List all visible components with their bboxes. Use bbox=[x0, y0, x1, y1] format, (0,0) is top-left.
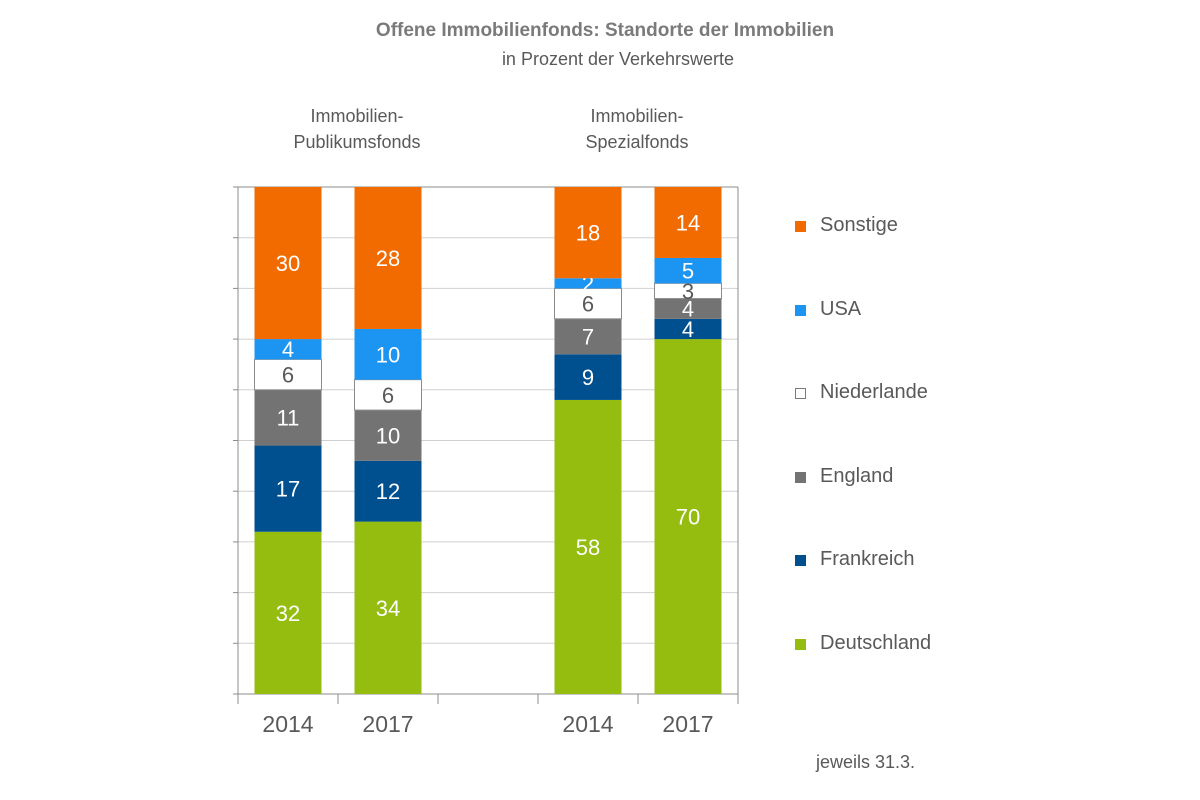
data-label: 34 bbox=[376, 596, 400, 621]
group-label-spezialfonds-text: Immobilien- Spezialfonds bbox=[585, 106, 689, 152]
bar-segment-deutschland bbox=[254, 531, 322, 694]
legend-swatch bbox=[795, 304, 806, 316]
x-tick-label: 2017 bbox=[362, 711, 413, 737]
legend-swatch bbox=[795, 555, 806, 567]
bar-segment-deutschland bbox=[554, 399, 622, 694]
x-tick-label: 2014 bbox=[562, 711, 613, 737]
legend-swatch bbox=[795, 388, 806, 400]
legend-label: Frankreich bbox=[820, 548, 915, 571]
data-label: 58 bbox=[576, 535, 600, 560]
legend-swatch bbox=[795, 221, 806, 232]
data-label: 18 bbox=[576, 221, 600, 246]
legend-label: Niederlande bbox=[820, 381, 928, 404]
data-label: 7 bbox=[582, 325, 594, 350]
data-label: 10 bbox=[376, 423, 400, 448]
data-label: 6 bbox=[582, 292, 594, 317]
legend-label: USA bbox=[820, 297, 862, 320]
legend-swatch bbox=[795, 639, 806, 650]
data-label: 9 bbox=[582, 365, 594, 390]
legend-swatch bbox=[795, 471, 806, 483]
group-label-publikumsfonds: Immobilien- Publikumsfonds bbox=[237, 103, 477, 155]
bar-segment-niederlande bbox=[254, 358, 322, 391]
bar-segment-usa bbox=[254, 339, 322, 360]
data-label: 6 bbox=[282, 363, 294, 388]
legend-label: Deutschland bbox=[820, 632, 932, 654]
legend-label: Sonstige bbox=[820, 214, 898, 236]
bar-segment-england bbox=[354, 410, 422, 461]
bar-segment-usa bbox=[554, 278, 622, 289]
data-label: 28 bbox=[376, 246, 400, 271]
bar-segment-niederlande bbox=[554, 287, 622, 320]
legend-label: England bbox=[820, 464, 894, 487]
bar-segment-frankreich bbox=[354, 460, 422, 522]
group-label-spezialfonds: Immobilien- Spezialfonds bbox=[517, 103, 757, 155]
bar-segment-sonstige bbox=[554, 187, 622, 279]
data-label: 11 bbox=[277, 406, 300, 431]
x-tick-label: 2017 bbox=[662, 711, 713, 737]
bar-segment-england bbox=[254, 389, 322, 446]
chart-subtitle: in Prozent der Verkehrswerte bbox=[501, 49, 735, 69]
bar-segment-england bbox=[554, 318, 622, 355]
bar-segment-deutschland bbox=[354, 521, 422, 694]
data-label: 32 bbox=[276, 601, 300, 626]
chart-title: Offene Immobilienfonds: Standorte der Im… bbox=[375, 20, 835, 41]
data-label: 3 bbox=[682, 279, 694, 304]
bar-segment-deutschland bbox=[654, 339, 722, 694]
bar-segment-sonstige bbox=[354, 187, 422, 329]
data-label: 30 bbox=[276, 251, 300, 276]
x-tick-label: 2014 bbox=[262, 711, 313, 737]
data-label: 4 bbox=[682, 317, 694, 342]
bar-segment-usa bbox=[654, 257, 722, 284]
data-label: 6 bbox=[382, 383, 394, 408]
bar-segment-usa bbox=[354, 328, 422, 380]
group-label-publikumsfonds-text: Immobilien- Publikumsfonds bbox=[293, 106, 421, 152]
bar-segment-niederlande bbox=[354, 379, 422, 411]
date-note: jeweils 31.3. bbox=[816, 752, 916, 772]
bar-segment-sonstige bbox=[654, 187, 722, 258]
data-label: 12 bbox=[376, 479, 400, 504]
data-label: 17 bbox=[276, 477, 300, 502]
data-label: 4 bbox=[682, 297, 694, 322]
bar-segment-frankreich bbox=[554, 354, 622, 400]
bar-segment-sonstige bbox=[254, 187, 322, 340]
data-label: 14 bbox=[676, 210, 700, 235]
data-label: 4 bbox=[282, 337, 294, 362]
bar-segment-frankreich bbox=[654, 318, 722, 340]
bar-segment-england bbox=[654, 298, 722, 319]
bar-segment-frankreich bbox=[254, 445, 322, 532]
data-label: 5 bbox=[682, 259, 694, 284]
data-label: 10 bbox=[376, 342, 400, 367]
data-label: 70 bbox=[676, 505, 700, 530]
